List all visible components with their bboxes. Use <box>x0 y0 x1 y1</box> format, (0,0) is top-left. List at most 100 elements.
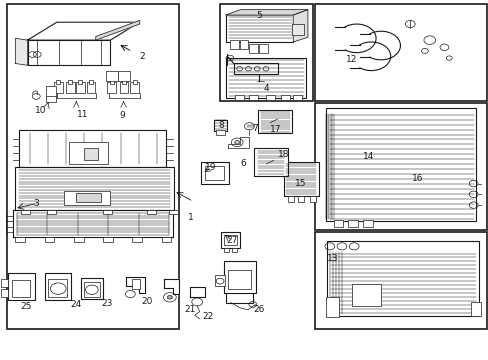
Bar <box>216 130 224 135</box>
Bar <box>44 237 54 242</box>
Bar <box>132 237 142 242</box>
Bar <box>225 58 306 98</box>
Bar <box>326 297 338 317</box>
Text: 17: 17 <box>270 125 282 134</box>
Bar <box>45 86 56 97</box>
Bar <box>45 96 56 102</box>
Text: 3: 3 <box>33 199 39 208</box>
Bar <box>259 44 267 53</box>
Polygon shape <box>19 130 166 167</box>
Polygon shape <box>96 21 140 40</box>
Text: 5: 5 <box>256 10 262 19</box>
Bar <box>333 220 343 226</box>
Polygon shape <box>225 15 293 42</box>
Bar <box>258 110 292 134</box>
Polygon shape <box>15 39 27 65</box>
Text: 23: 23 <box>101 299 112 308</box>
Text: 20: 20 <box>141 297 152 306</box>
Bar <box>224 248 228 252</box>
Circle shape <box>167 296 172 299</box>
Bar <box>221 232 239 248</box>
Bar <box>107 82 116 93</box>
Bar <box>298 196 304 202</box>
Polygon shape <box>27 40 110 65</box>
Bar <box>103 210 112 214</box>
Bar <box>0 279 8 287</box>
Bar <box>229 40 238 49</box>
Bar <box>81 278 103 300</box>
Bar <box>281 95 289 100</box>
Bar <box>132 279 140 289</box>
Bar <box>283 162 318 196</box>
Polygon shape <box>15 167 173 211</box>
Bar <box>110 80 114 84</box>
Bar <box>133 80 137 84</box>
Bar <box>225 288 252 303</box>
Bar <box>15 237 25 242</box>
Text: 24: 24 <box>70 300 81 309</box>
Bar <box>130 82 139 93</box>
Bar <box>64 191 110 205</box>
Text: 12: 12 <box>346 55 357 64</box>
Bar <box>118 71 130 81</box>
Bar <box>84 282 100 297</box>
Text: 19: 19 <box>204 163 216 172</box>
Bar <box>249 44 258 53</box>
Text: 25: 25 <box>20 302 32 311</box>
Bar <box>103 237 113 242</box>
Bar <box>161 237 171 242</box>
Text: 8: 8 <box>218 121 224 130</box>
Bar <box>66 82 75 93</box>
Bar <box>168 210 177 214</box>
Bar <box>234 95 243 100</box>
Text: 14: 14 <box>363 152 374 161</box>
Bar <box>54 82 62 93</box>
Bar <box>78 80 82 84</box>
Bar <box>147 210 156 214</box>
Text: 21: 21 <box>184 305 195 314</box>
Polygon shape <box>163 279 178 294</box>
Text: 27: 27 <box>226 237 238 246</box>
Bar <box>76 82 84 93</box>
Bar <box>44 273 71 300</box>
Bar <box>89 80 93 84</box>
Circle shape <box>234 140 239 144</box>
Bar <box>8 273 35 300</box>
Text: 15: 15 <box>294 179 305 188</box>
Bar <box>351 284 380 306</box>
Bar <box>122 80 126 84</box>
Bar <box>69 142 108 164</box>
Bar <box>48 279 67 297</box>
Bar <box>224 235 236 245</box>
Text: 6: 6 <box>240 159 245 168</box>
Bar <box>315 232 487 329</box>
Text: 1: 1 <box>187 213 193 222</box>
Text: 16: 16 <box>411 174 423 183</box>
Bar <box>74 237 83 242</box>
Bar <box>0 289 8 297</box>
Text: 13: 13 <box>326 255 337 264</box>
Bar <box>224 261 255 293</box>
Bar <box>215 275 224 286</box>
Bar <box>231 248 236 252</box>
Bar <box>83 148 98 160</box>
Bar <box>227 270 251 289</box>
Text: 4: 4 <box>263 84 269 93</box>
Text: 18: 18 <box>277 150 289 159</box>
Bar <box>220 4 312 101</box>
Bar <box>21 210 30 214</box>
Bar <box>327 241 478 316</box>
Bar <box>68 80 72 84</box>
Text: 7: 7 <box>252 123 258 132</box>
Text: 11: 11 <box>77 110 88 119</box>
Bar <box>200 162 228 184</box>
Polygon shape <box>228 137 249 148</box>
Bar <box>292 24 304 35</box>
Bar <box>315 4 487 101</box>
Bar <box>239 40 248 49</box>
Bar <box>120 82 128 93</box>
Bar <box>249 95 258 100</box>
Bar <box>233 63 277 74</box>
Bar <box>76 193 101 202</box>
Polygon shape <box>293 10 307 42</box>
